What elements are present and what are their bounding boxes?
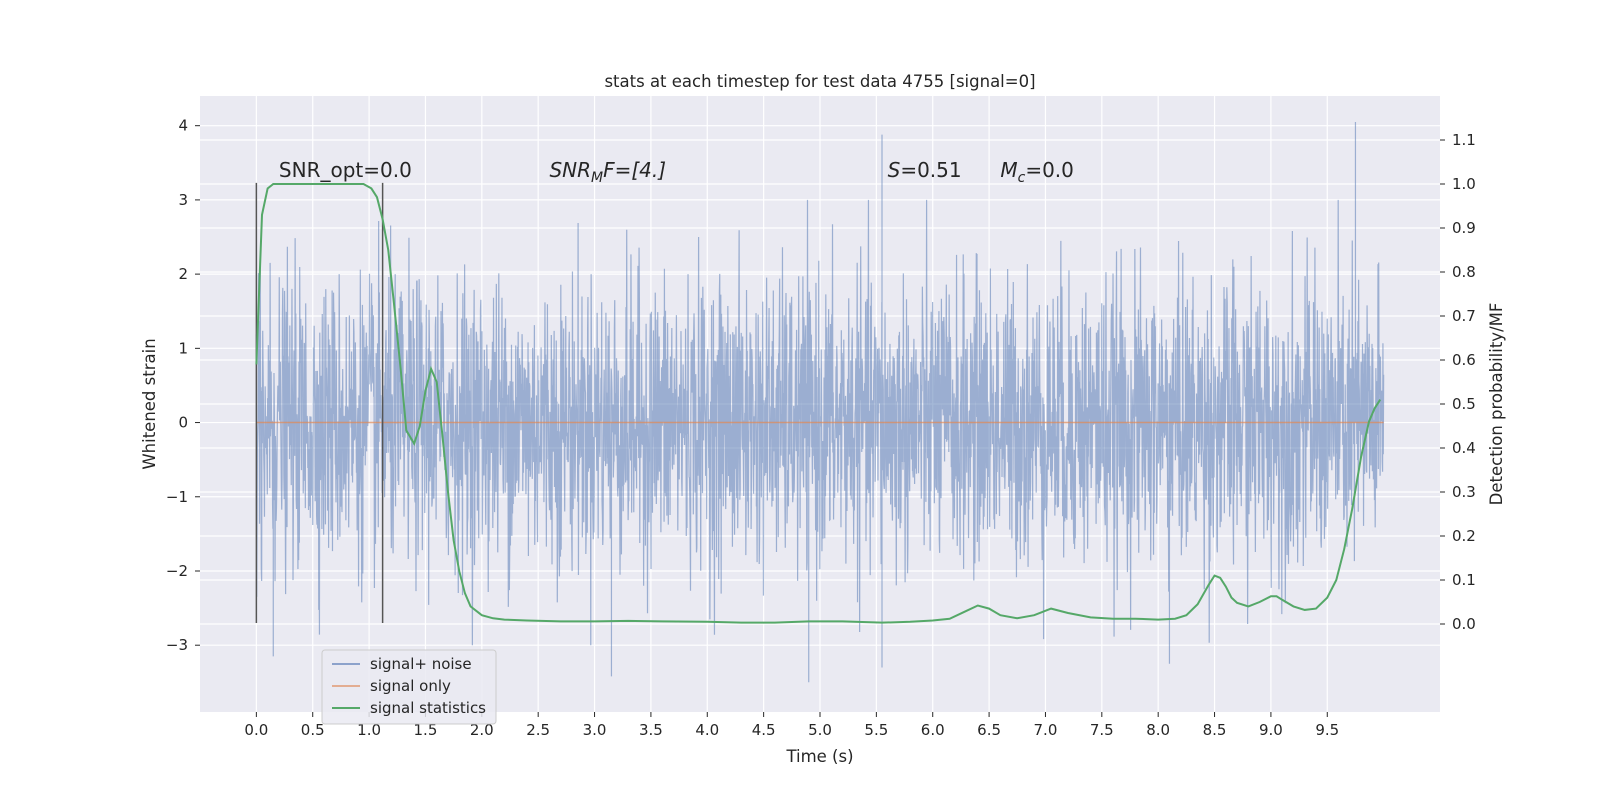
x-tick-label: 5.5 — [864, 721, 888, 739]
chart-title: stats at each timestep for test data 475… — [604, 72, 1035, 91]
x-tick-label: 6.0 — [921, 721, 945, 739]
x-tick-label: 4.0 — [695, 721, 719, 739]
y2-tick-label: 0.0 — [1452, 615, 1476, 633]
x-tick-label: 3.0 — [583, 721, 607, 739]
annotation-s-value: S=0.51 — [888, 158, 962, 182]
annotation-snr-mf: SNRMF=[4.] — [549, 158, 666, 186]
x-tick-label: 8.0 — [1146, 721, 1170, 739]
vertical-markers — [255, 182, 384, 623]
y-tick-label: 2 — [178, 265, 188, 283]
y-tick-label: −3 — [166, 636, 188, 654]
x-tick-label: 9.0 — [1259, 721, 1283, 739]
y2-tick-label: 1.1 — [1452, 131, 1476, 149]
x-tick-label: 1.0 — [357, 721, 381, 739]
signal-noise-trace — [255, 121, 1385, 683]
y2-tick-label: 0.5 — [1452, 395, 1476, 413]
y-tick-label: 0 — [178, 414, 188, 432]
x-tick-label: 0.5 — [301, 721, 325, 739]
x-axis-label: Time (s) — [785, 747, 853, 766]
y2-tick-label: 0.1 — [1452, 571, 1476, 589]
x-axis-ticks: 0.0 0.5 1.0 1.5 2.0 2.5 3.0 3.5 4.0 4.5 5.0 5.5 6.0 6… — [244, 712, 1339, 739]
x-tick-label: 6.5 — [977, 721, 1001, 739]
signal-statistics-series — [255, 183, 1382, 624]
x-tick-label: 0.0 — [244, 721, 268, 739]
x-tick-label: 5.0 — [808, 721, 832, 739]
y2-tick-label: 0.6 — [1452, 351, 1476, 369]
y2-tick-label: 0.8 — [1452, 263, 1476, 281]
y2-tick-label: 0.9 — [1452, 219, 1476, 237]
legend-box — [321, 649, 497, 725]
legend-label-signal-only: signal only — [370, 677, 451, 695]
legend-label-signal-statistics: signal statistics — [370, 699, 486, 717]
y-tick-label: −1 — [166, 488, 188, 506]
y2-tick-label: 1.0 — [1452, 175, 1476, 193]
signal-noise-series — [255, 121, 1385, 683]
y-tick-label: 3 — [178, 191, 188, 209]
x-tick-label: 3.5 — [639, 721, 663, 739]
y2-tick-label: 0.2 — [1452, 527, 1476, 545]
y2-axis-ticks: 0.0 0.1 0.2 0.3 0.4 0.5 0.6 0.7 0.8 0.9 1.0 1.1 — [1440, 131, 1476, 633]
y2-tick-label: 0.4 — [1452, 439, 1476, 457]
y2-tick-label: 0.7 — [1452, 307, 1476, 325]
x-tick-label: 2.0 — [470, 721, 494, 739]
x-tick-label: 8.5 — [1203, 721, 1227, 739]
annotation-snr-opt: SNR_opt=0.0 — [279, 158, 412, 182]
annotations: SNR_opt=0.0 SNRMF=[4.] S=0.51 Mc=0.0 — [279, 158, 1074, 186]
x-tick-label: 4.5 — [752, 721, 776, 739]
y-tick-label: 1 — [178, 339, 188, 357]
legend-label-signal-noise: signal+ noise — [370, 655, 472, 673]
y-tick-label: 4 — [178, 117, 188, 135]
y2-tick-label: 0.3 — [1452, 483, 1476, 501]
y-axis-ticks: −3 −2 −1 0 1 2 3 4 — [166, 117, 200, 654]
x-tick-label: 7.5 — [1090, 721, 1114, 739]
x-tick-label: 9.5 — [1315, 721, 1339, 739]
legend: signal+ noise signal only signal statist… — [321, 649, 497, 725]
x-tick-label: 1.5 — [414, 721, 438, 739]
y-axis-label: Whitened strain — [140, 338, 159, 469]
annotation-mc-value: Mc=0.0 — [1000, 158, 1074, 186]
x-tick-label: 2.5 — [526, 721, 550, 739]
y2-axis-label: Detection probability/MF — [1487, 303, 1506, 506]
x-tick-label: 7.0 — [1034, 721, 1058, 739]
y-tick-label: −2 — [166, 562, 188, 580]
